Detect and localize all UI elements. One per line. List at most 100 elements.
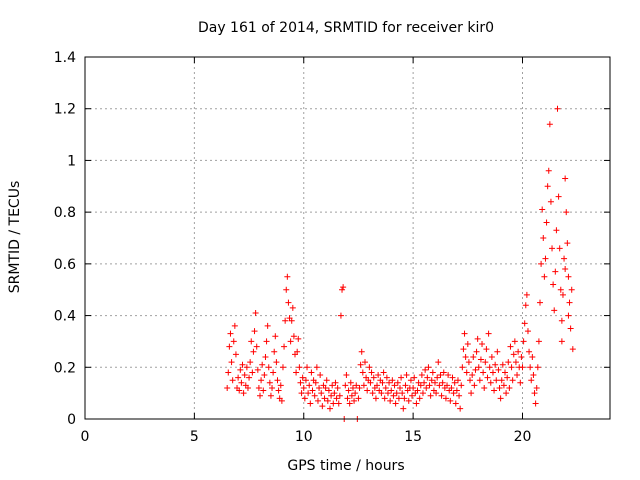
data-point <box>352 390 359 397</box>
data-point <box>432 379 438 386</box>
data-point <box>253 343 260 350</box>
data-point <box>529 353 536 360</box>
data-point <box>428 377 435 384</box>
data-point <box>330 400 337 407</box>
data-point <box>474 335 481 342</box>
data-point <box>312 379 319 386</box>
data-point <box>531 390 538 397</box>
data-point <box>339 286 346 293</box>
data-point <box>499 361 506 368</box>
data-point <box>463 369 470 376</box>
data-point <box>281 343 288 350</box>
data-point <box>438 392 445 399</box>
data-point <box>364 387 371 394</box>
data-point <box>302 377 309 384</box>
data-point <box>481 384 488 391</box>
data-point <box>486 364 493 371</box>
data-point <box>388 387 395 394</box>
data-point <box>260 387 267 394</box>
data-point <box>258 377 265 384</box>
data-point <box>360 382 367 389</box>
data-point <box>569 346 576 353</box>
x-tick-label: 0 <box>81 429 90 445</box>
data-point <box>321 395 328 402</box>
data-point <box>334 384 341 391</box>
data-point <box>398 374 405 381</box>
data-point <box>384 390 391 397</box>
data-point <box>417 382 424 389</box>
data-point <box>476 377 483 384</box>
data-point <box>335 400 342 407</box>
data-point <box>386 379 393 386</box>
data-point <box>556 245 563 252</box>
data-point <box>568 286 575 293</box>
data-point <box>246 374 253 381</box>
data-point <box>515 348 522 355</box>
data-point <box>435 359 442 366</box>
data-point <box>414 387 421 394</box>
data-point <box>456 392 463 399</box>
data-point <box>306 382 313 389</box>
data-point <box>237 366 244 373</box>
data-point <box>487 379 494 386</box>
data-point <box>464 341 471 348</box>
data-point <box>508 364 515 371</box>
data-point <box>397 384 403 391</box>
data-point <box>439 379 446 386</box>
data-point <box>344 395 351 402</box>
data-point <box>461 330 468 337</box>
data-point <box>238 379 245 386</box>
x-tick-label: 5 <box>190 429 199 445</box>
data-point <box>429 369 436 376</box>
data-point <box>285 299 292 306</box>
data-point <box>243 364 250 371</box>
data-point <box>323 377 330 384</box>
data-point <box>274 377 281 384</box>
data-point <box>307 400 314 407</box>
data-points <box>224 105 576 422</box>
data-point <box>348 392 355 399</box>
data-point <box>300 384 307 391</box>
data-point <box>273 359 280 366</box>
data-point <box>255 384 262 391</box>
data-point <box>563 209 570 216</box>
data-point <box>275 387 282 394</box>
data-point <box>473 348 480 355</box>
data-point <box>565 273 572 280</box>
data-point <box>266 379 273 386</box>
data-point <box>462 353 469 360</box>
y-tick-label: 1.4 <box>54 50 76 66</box>
data-point <box>235 374 242 381</box>
data-point <box>532 400 539 407</box>
data-point <box>314 397 321 404</box>
data-point <box>409 392 416 399</box>
data-point <box>497 395 504 402</box>
data-point <box>229 377 236 384</box>
data-point <box>332 379 339 386</box>
data-point <box>316 384 323 391</box>
data-point <box>528 377 535 384</box>
data-point <box>375 372 382 379</box>
data-point <box>541 273 548 280</box>
data-point <box>401 395 408 402</box>
data-point <box>514 372 521 379</box>
data-point <box>413 400 420 407</box>
data-point <box>313 364 320 371</box>
chart-title: Day 161 of 2014, SRMTID for receiver kir… <box>198 20 494 36</box>
data-point <box>382 384 389 391</box>
data-point <box>333 395 340 402</box>
data-point <box>226 343 233 350</box>
data-point <box>287 338 294 345</box>
data-point <box>264 322 271 329</box>
plot-frame <box>84 56 611 420</box>
data-point <box>522 302 529 309</box>
data-point <box>355 395 362 402</box>
data-point <box>283 286 290 293</box>
data-point <box>337 312 344 319</box>
data-point <box>454 377 461 384</box>
x-axis-label: GPS time / hours <box>287 458 404 474</box>
data-point <box>370 374 377 381</box>
data-point <box>327 405 333 412</box>
data-point <box>244 384 251 391</box>
data-point <box>236 387 243 394</box>
